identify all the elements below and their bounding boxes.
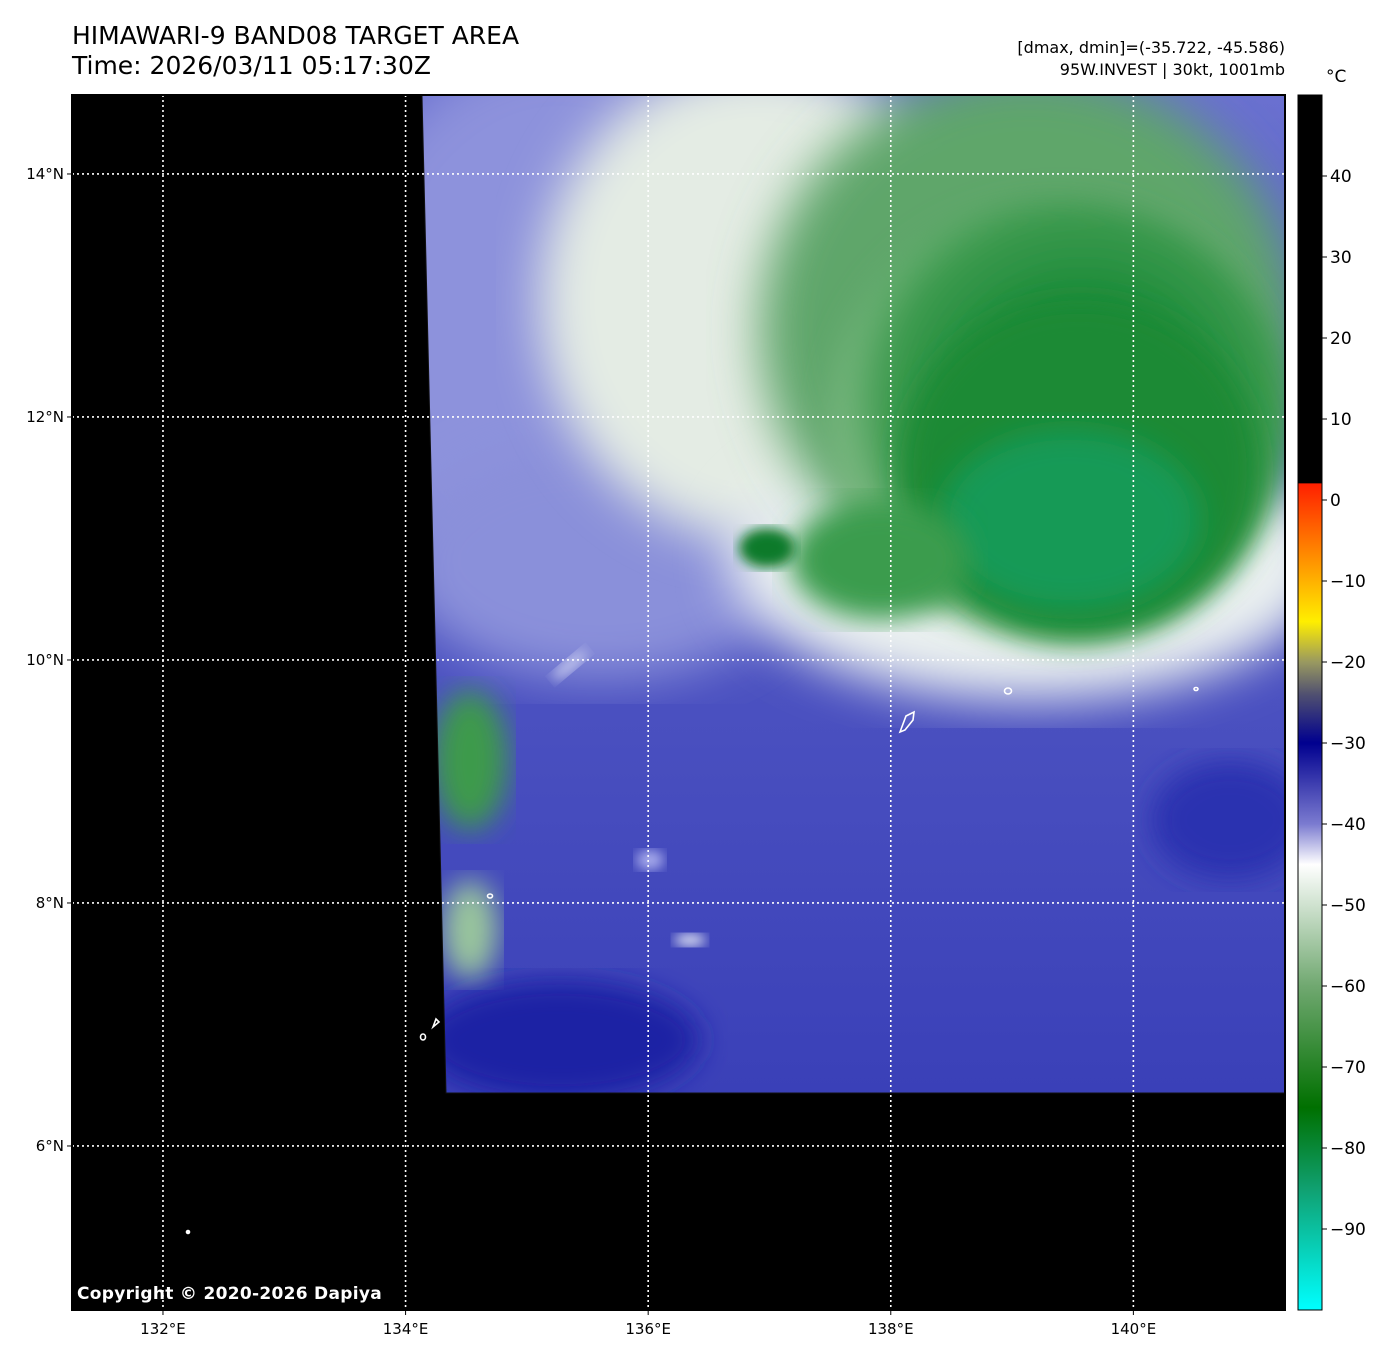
lon-tick-label: 136°E xyxy=(625,1320,671,1338)
colorbar-tick-label: 30 xyxy=(1330,248,1352,268)
colorbar-tick-label: −10 xyxy=(1330,572,1366,592)
lat-tick-label: 10°N xyxy=(26,651,64,669)
colorbar-tick-label: 20 xyxy=(1330,329,1352,349)
lat-tick-label: 14°N xyxy=(26,165,64,183)
colorbar-unit-label: °C xyxy=(1326,67,1347,87)
lon-tick-label: 134°E xyxy=(383,1320,429,1338)
colorbar-tick-label: −90 xyxy=(1330,1220,1366,1240)
graticule xyxy=(72,95,1285,1310)
lon-tick-label: 140°E xyxy=(1111,1320,1157,1338)
colorbar-tick-label: −50 xyxy=(1330,896,1366,916)
colorbar-tick-label: −70 xyxy=(1330,1058,1366,1078)
colorbar-tick-label: 10 xyxy=(1330,410,1352,430)
timestamp: Time: 2026/03/11 05:17:30Z xyxy=(72,51,431,80)
colorbar-tick-label: −30 xyxy=(1330,734,1366,754)
colorbar-tick-label: 0 xyxy=(1330,491,1341,511)
colorbar-ticks: 40 30 20 10 0 −10 −20 −30 −40 −50 −60 −70 −80 −90 xyxy=(1322,167,1366,1240)
coastlines xyxy=(185,686,1199,1235)
longitude-axis: 132°E 134°E 136°E 138°E 140°E xyxy=(140,1310,1156,1338)
storm-info-label: 95W.INVEST | 30kt, 1001mb xyxy=(1059,60,1285,79)
map-frame xyxy=(71,94,1286,1311)
copyright-label: Copyright © 2020-2026 Dapiya xyxy=(77,1284,382,1304)
lat-tick-label: 6°N xyxy=(36,1137,64,1155)
lon-tick-label: 138°E xyxy=(868,1320,914,1338)
colorbar-tick-label: 40 xyxy=(1330,167,1352,187)
chart-title: HIMAWARI-9 BAND08 TARGET AREA xyxy=(72,21,520,50)
latitude-axis: 14°N 12°N 10°N 8°N 6°N xyxy=(26,165,72,1155)
colorbar-tick-label: −40 xyxy=(1330,815,1366,835)
satellite-imagery xyxy=(422,96,1285,1093)
colorbar-tick-label: −60 xyxy=(1330,977,1366,997)
lat-tick-label: 8°N xyxy=(36,894,64,912)
lat-tick-label: 12°N xyxy=(26,408,64,426)
colorbar-tick-label: −80 xyxy=(1330,1139,1366,1159)
colorbar-tick-label: −20 xyxy=(1330,653,1366,673)
lon-tick-label: 132°E xyxy=(140,1320,186,1338)
dmax-dmin-label: [dmax, dmin]=(-35.722, -45.586) xyxy=(1017,38,1285,57)
colorbar xyxy=(1297,94,1323,1311)
